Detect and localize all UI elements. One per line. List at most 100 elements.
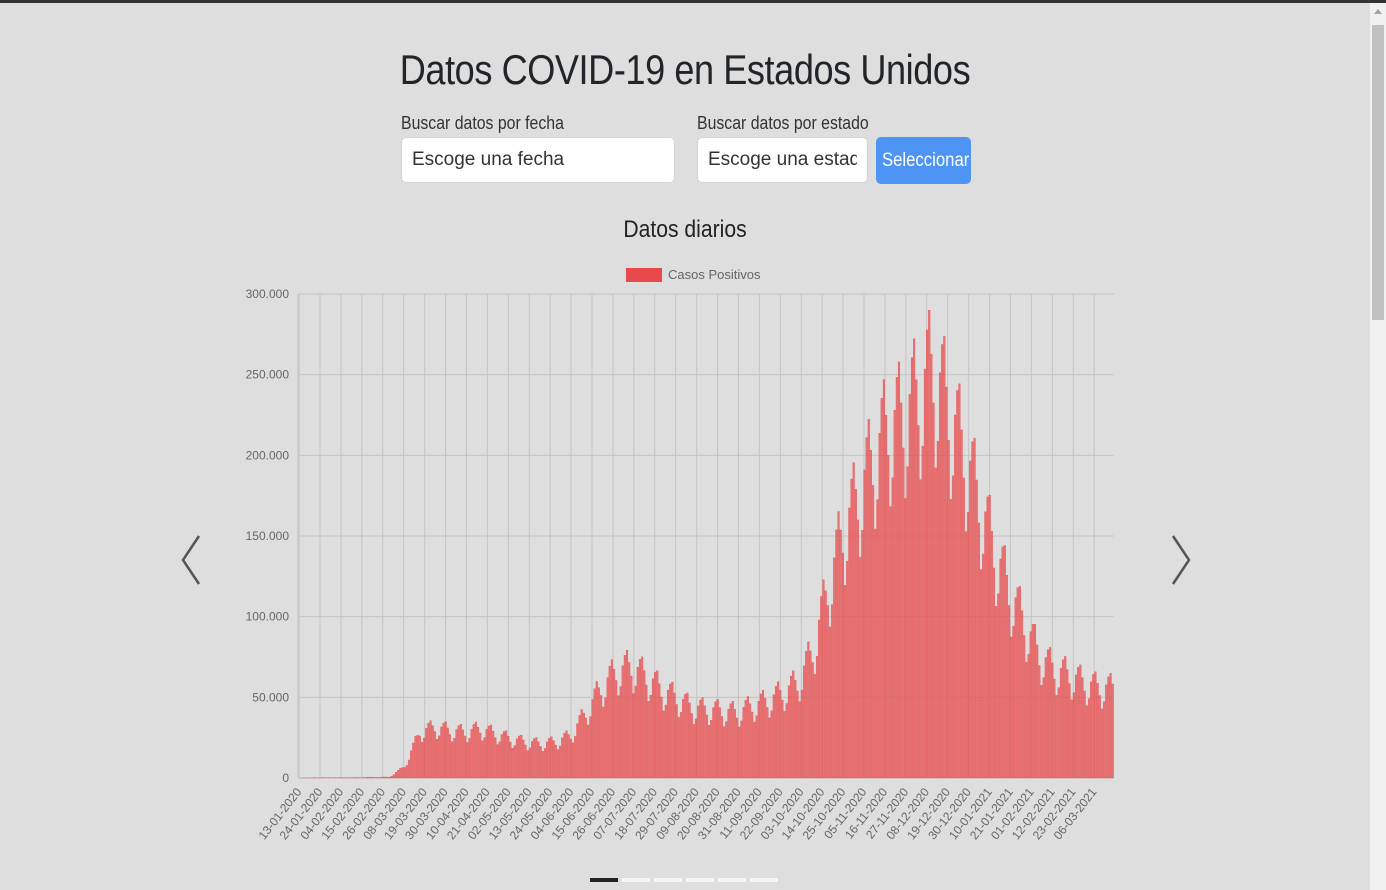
data-bar[interactable] [1092,674,1095,779]
data-bar[interactable] [761,690,765,779]
data-bar[interactable] [699,699,702,779]
data-bar[interactable] [407,759,411,779]
data-bar[interactable] [1027,653,1030,779]
data-bar[interactable] [543,748,547,779]
data-bar[interactable] [1016,587,1019,779]
data-bar[interactable] [535,737,538,779]
data-bar[interactable] [679,712,683,779]
data-bar[interactable] [403,767,406,779]
data-bar[interactable] [794,680,797,779]
carousel-indicator[interactable] [622,878,650,882]
data-bar[interactable] [375,777,378,779]
data-bar[interactable] [837,511,840,779]
data-bar[interactable] [1012,626,1015,779]
data-bar[interactable] [619,686,622,779]
data-bar[interactable] [444,721,447,779]
data-bar[interactable] [1094,671,1097,779]
data-bar[interactable] [505,730,508,779]
data-bar[interactable] [442,722,445,779]
data-bar[interactable] [917,425,920,779]
data-bar[interactable] [792,670,795,779]
carousel-indicator[interactable] [750,878,778,882]
data-bar[interactable] [1057,687,1060,779]
data-bar[interactable] [915,379,918,779]
data-bar[interactable] [790,675,793,779]
data-bar[interactable] [451,741,454,779]
data-bar[interactable] [423,737,426,779]
data-bar[interactable] [759,693,762,779]
data-bar[interactable] [552,740,555,779]
data-bar[interactable] [973,437,976,779]
data-bar[interactable] [900,402,903,779]
data-bar[interactable] [632,693,635,779]
data-bar[interactable] [1051,662,1054,779]
data-bar[interactable] [662,710,665,779]
data-bar[interactable] [951,475,955,779]
data-bar[interactable] [520,734,523,779]
data-bar[interactable] [582,712,585,779]
data-bar[interactable] [749,703,752,779]
data-bar[interactable] [982,553,985,779]
data-bar[interactable] [995,606,998,779]
data-bar[interactable] [880,398,883,779]
legend-swatch[interactable] [626,268,662,282]
data-bar[interactable] [930,353,933,779]
data-bar[interactable] [1100,708,1103,779]
data-bar[interactable] [835,529,838,779]
carousel-indicator[interactable] [654,878,682,882]
data-bar[interactable] [416,735,419,779]
data-bar[interactable] [686,692,689,779]
data-bar[interactable] [731,701,734,779]
data-bar[interactable] [757,701,760,779]
data-bar[interactable] [392,774,395,779]
data-bar[interactable] [580,709,583,779]
data-bar[interactable] [1079,664,1082,779]
data-bar[interactable] [509,741,512,779]
data-bar[interactable] [779,690,782,779]
data-bar[interactable] [964,531,967,779]
data-bar[interactable] [882,379,885,779]
scroll-up-icon[interactable] [1374,9,1382,14]
data-bar[interactable] [695,718,698,779]
data-bar[interactable] [636,667,639,779]
date-input[interactable] [401,137,675,183]
data-bar[interactable] [947,440,950,779]
data-bar[interactable] [861,530,864,779]
data-bar[interactable] [518,735,521,779]
data-bar[interactable] [926,329,929,779]
data-bar[interactable] [1018,586,1021,779]
data-bar[interactable] [1107,676,1110,779]
data-bar[interactable] [429,720,432,779]
data-bar[interactable] [859,557,862,779]
data-bar[interactable] [928,310,931,779]
data-bar[interactable] [703,705,706,779]
data-bar[interactable] [1111,683,1114,779]
data-bar[interactable] [587,724,590,779]
data-bar[interactable] [537,741,540,779]
data-bar[interactable] [863,469,866,779]
data-bar[interactable] [600,695,603,779]
data-bar[interactable] [364,777,367,779]
data-bar[interactable] [936,440,939,779]
data-bar[interactable] [470,728,473,779]
data-bar[interactable] [459,724,462,779]
data-bar[interactable] [625,650,629,779]
data-bar[interactable] [574,736,577,779]
select-button[interactable]: Seleccionar [876,137,971,184]
data-bar[interactable] [384,776,387,779]
data-bar[interactable] [932,402,935,779]
data-bar[interactable] [815,655,819,779]
data-bar[interactable] [980,569,983,779]
data-bar[interactable] [468,738,471,779]
data-bar[interactable] [466,742,469,779]
data-bar[interactable] [567,734,570,779]
data-bar[interactable] [548,738,551,779]
data-bar[interactable] [949,499,952,779]
carousel-prev-button[interactable] [177,530,207,590]
data-bar[interactable] [954,414,957,779]
data-bar[interactable] [660,696,663,779]
carousel-indicator[interactable] [718,878,746,882]
data-bar[interactable] [377,777,380,779]
data-bar[interactable] [427,723,430,779]
data-bar[interactable] [798,701,801,779]
